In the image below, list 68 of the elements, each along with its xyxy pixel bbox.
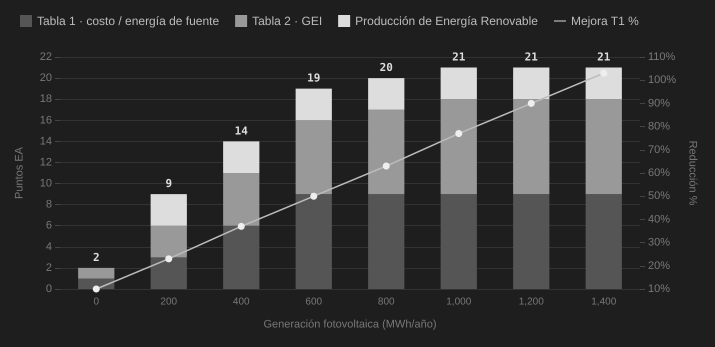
y2-tick-label: 20% bbox=[648, 260, 670, 272]
y2-tick-label: 40% bbox=[648, 213, 670, 226]
x-tick-label: 0 bbox=[93, 296, 100, 308]
bar bbox=[513, 99, 550, 194]
y2-tick-label: 60% bbox=[648, 167, 670, 179]
y-tick-label: 22 bbox=[40, 51, 52, 63]
bar bbox=[78, 268, 114, 278]
total-label: 19 bbox=[307, 72, 320, 85]
bar bbox=[368, 78, 404, 110]
y-tick-label: 12 bbox=[40, 156, 52, 168]
y-tick-label: 16 bbox=[40, 114, 52, 126]
y2-tick-label: 10% bbox=[648, 283, 670, 295]
y2-tick-label: 70% bbox=[648, 144, 670, 156]
bar bbox=[296, 88, 332, 120]
bar bbox=[368, 110, 404, 194]
bar bbox=[440, 68, 477, 100]
y-tick-label: 0 bbox=[46, 283, 52, 295]
y-tick-label: 4 bbox=[46, 240, 52, 253]
y2-tick-label: 30% bbox=[648, 236, 670, 249]
bar bbox=[150, 257, 187, 289]
bar bbox=[513, 194, 550, 289]
bar bbox=[368, 194, 404, 289]
total-label: 20 bbox=[380, 61, 393, 74]
legend-label: Tabla 2 · GEI bbox=[252, 14, 322, 28]
y2-tick-label: 90% bbox=[648, 97, 670, 110]
y-axis-title: Puntos EA bbox=[14, 146, 26, 199]
bar bbox=[150, 226, 187, 258]
total-label: 21 bbox=[524, 50, 538, 64]
bar bbox=[440, 194, 477, 289]
y-tick-label: 18 bbox=[40, 93, 52, 106]
bar bbox=[586, 68, 622, 100]
bar bbox=[223, 226, 260, 289]
x-axis-title: Generación fotovoltaica (MWh/año) bbox=[263, 318, 437, 330]
bar bbox=[586, 99, 622, 194]
total-label: 2 bbox=[92, 250, 100, 264]
total-label: 21 bbox=[452, 50, 466, 64]
bar bbox=[513, 68, 550, 100]
bar bbox=[150, 194, 187, 226]
legend-label: Mejora T1 % bbox=[570, 14, 640, 28]
legend-label: Producción de Energía Renovable bbox=[355, 14, 538, 28]
y-tick-label: 10 bbox=[40, 178, 52, 190]
x-tick-label: 600 bbox=[305, 296, 323, 308]
y2-tick-label: 110% bbox=[648, 51, 676, 63]
bar bbox=[223, 173, 260, 226]
legend-label: Tabla 1 · costo / energía de fuente bbox=[37, 14, 220, 28]
bar bbox=[296, 194, 332, 289]
x-tick-label: 1,200 bbox=[518, 296, 544, 308]
y-tick-label: 8 bbox=[46, 198, 52, 211]
bar bbox=[296, 120, 332, 194]
y-tick-label: 2 bbox=[46, 262, 52, 274]
x-tick-label: 200 bbox=[160, 296, 178, 308]
bar bbox=[586, 194, 622, 289]
y2-tick-label: 100% bbox=[648, 74, 676, 86]
x-tick-label: 400 bbox=[232, 296, 250, 308]
bar bbox=[223, 141, 260, 173]
x-tick-label: 1,400 bbox=[591, 296, 617, 308]
y-tick-label: 6 bbox=[46, 220, 52, 232]
y2-tick-label: 80% bbox=[648, 120, 670, 133]
y-tick-label: 14 bbox=[40, 135, 52, 148]
y-tick-label: 20 bbox=[40, 72, 52, 84]
x-tick-label: 800 bbox=[378, 296, 396, 308]
x-tick-label: 1,000 bbox=[446, 296, 472, 308]
y2-tick-label: 50% bbox=[648, 190, 670, 202]
bar bbox=[440, 99, 477, 194]
total-label: 14 bbox=[234, 124, 248, 138]
total-label: 9 bbox=[165, 177, 172, 190]
total-label: 21 bbox=[597, 50, 611, 64]
y2-axis-title: Reducción % bbox=[686, 140, 699, 206]
